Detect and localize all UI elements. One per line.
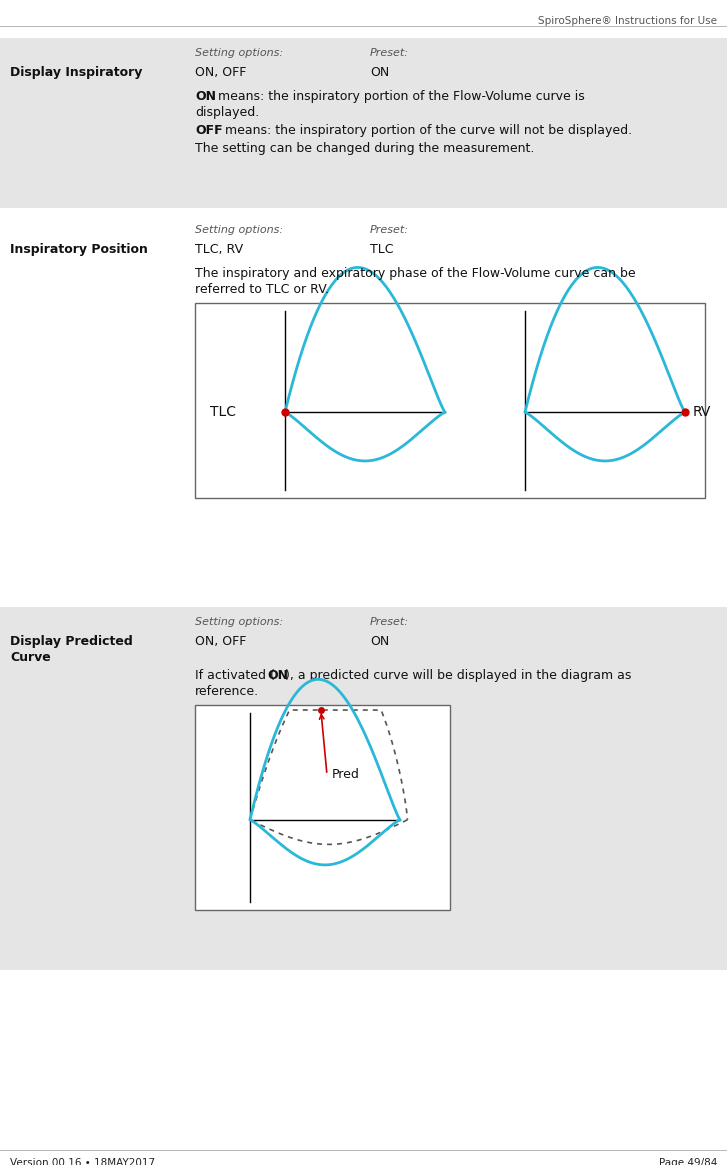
Text: ON: ON bbox=[195, 90, 216, 103]
Text: ON: ON bbox=[370, 635, 389, 648]
Text: TLC: TLC bbox=[370, 243, 393, 256]
Text: Setting options:: Setting options: bbox=[195, 48, 283, 58]
Text: ON: ON bbox=[370, 66, 389, 79]
Text: ), a predicted curve will be displayed in the diagram as: ), a predicted curve will be displayed i… bbox=[285, 669, 631, 682]
Text: Preset:: Preset: bbox=[370, 225, 409, 235]
Text: ON, OFF: ON, OFF bbox=[195, 635, 246, 648]
Text: Version 00.16 • 18MAY2017: Version 00.16 • 18MAY2017 bbox=[10, 1158, 155, 1165]
Text: The setting can be changed during the measurement.: The setting can be changed during the me… bbox=[195, 142, 534, 155]
Bar bbox=[0, 607, 727, 970]
Text: OFF: OFF bbox=[195, 123, 222, 137]
Bar bbox=[195, 705, 450, 910]
Text: displayed.: displayed. bbox=[195, 106, 260, 119]
Text: Setting options:: Setting options: bbox=[195, 225, 283, 235]
Text: Display Predicted: Display Predicted bbox=[10, 635, 133, 648]
Text: Preset:: Preset: bbox=[370, 617, 409, 627]
Text: means: the inspiratory portion of the Flow-Volume curve is: means: the inspiratory portion of the Fl… bbox=[214, 90, 585, 103]
Text: Page 49/84: Page 49/84 bbox=[659, 1158, 717, 1165]
Text: The inspiratory and expiratory phase of the Flow-Volume curve can be: The inspiratory and expiratory phase of … bbox=[195, 267, 635, 280]
Text: ON: ON bbox=[267, 669, 288, 682]
Text: Preset:: Preset: bbox=[370, 48, 409, 58]
Bar bbox=[195, 303, 705, 497]
Text: Curve: Curve bbox=[10, 651, 51, 664]
Text: RV: RV bbox=[693, 405, 712, 419]
Text: Display Inspiratory: Display Inspiratory bbox=[10, 66, 142, 79]
Text: Setting options:: Setting options: bbox=[195, 617, 283, 627]
Text: reference.: reference. bbox=[195, 685, 259, 698]
Text: means: the inspiratory portion of the curve will not be displayed.: means: the inspiratory portion of the cu… bbox=[221, 123, 632, 137]
Text: Inspiratory Position: Inspiratory Position bbox=[10, 243, 148, 256]
Text: ON, OFF: ON, OFF bbox=[195, 66, 246, 79]
Bar bbox=[0, 38, 727, 209]
Text: If activated (: If activated ( bbox=[195, 669, 275, 682]
Text: TLC, RV: TLC, RV bbox=[195, 243, 243, 256]
Text: TLC: TLC bbox=[210, 405, 236, 419]
Text: referred to TLC or RV.: referred to TLC or RV. bbox=[195, 283, 329, 296]
Text: Pred: Pred bbox=[332, 769, 360, 782]
Text: SpiroSphere® Instructions for Use: SpiroSphere® Instructions for Use bbox=[538, 16, 717, 26]
Bar bbox=[0, 216, 727, 600]
